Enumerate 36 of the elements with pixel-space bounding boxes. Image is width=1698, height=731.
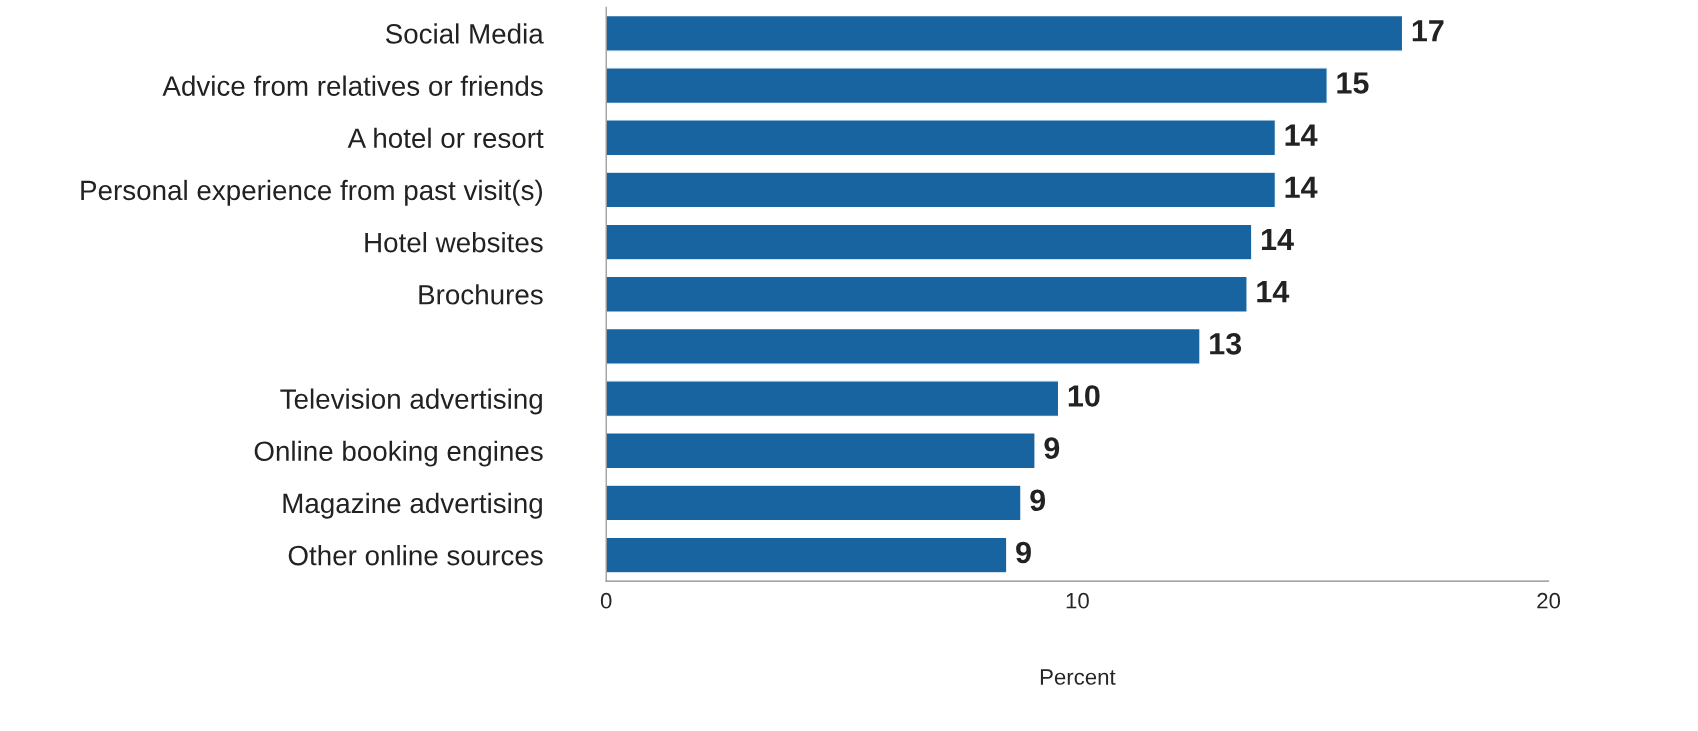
bar xyxy=(606,380,1060,417)
y-tick-label: Advice from relatives or friends xyxy=(162,75,543,96)
data-label: 9 xyxy=(1016,541,1031,564)
data-label: 13 xyxy=(1210,332,1242,355)
y-tick-label: Social Media xyxy=(385,23,544,44)
bar xyxy=(606,223,1253,261)
x-tick-label: 0 xyxy=(600,592,612,609)
bar xyxy=(606,171,1276,209)
bar xyxy=(606,328,1201,365)
y-tick-label: A hotel or resort xyxy=(347,127,544,149)
y-tick-label: Personal experience from past visit(s) xyxy=(81,179,542,206)
y-tick-label: Television advertising xyxy=(280,388,542,415)
y-tick-label: Magazine advertising xyxy=(283,492,542,519)
x-tick-label: 20 xyxy=(1537,592,1561,609)
bar xyxy=(606,119,1276,157)
bar xyxy=(606,536,1008,574)
data-label: 14 xyxy=(1261,228,1294,250)
y-tick-label: Brochures xyxy=(419,284,543,305)
data-label: 14 xyxy=(1285,124,1318,146)
data-label: 15 xyxy=(1337,72,1369,94)
y-tick-label: Other online sources xyxy=(288,545,543,566)
bar xyxy=(606,15,1404,52)
data-label: 17 xyxy=(1412,20,1444,42)
data-label: 9 xyxy=(1044,437,1060,459)
data-label: 14 xyxy=(1257,281,1290,303)
x-axis-title: Percent xyxy=(1040,669,1116,685)
bar xyxy=(606,432,1036,470)
bar xyxy=(606,484,1022,522)
y-tick-label: Online booking engines xyxy=(254,440,543,467)
bar xyxy=(606,275,1248,313)
bar xyxy=(606,67,1328,104)
data-label: 10 xyxy=(1068,385,1100,407)
x-tick-label: 10 xyxy=(1066,592,1089,609)
data-label: 14 xyxy=(1285,176,1318,198)
data-label: 9 xyxy=(1030,489,1046,512)
y-tick-label: Hotel websites xyxy=(365,232,543,253)
